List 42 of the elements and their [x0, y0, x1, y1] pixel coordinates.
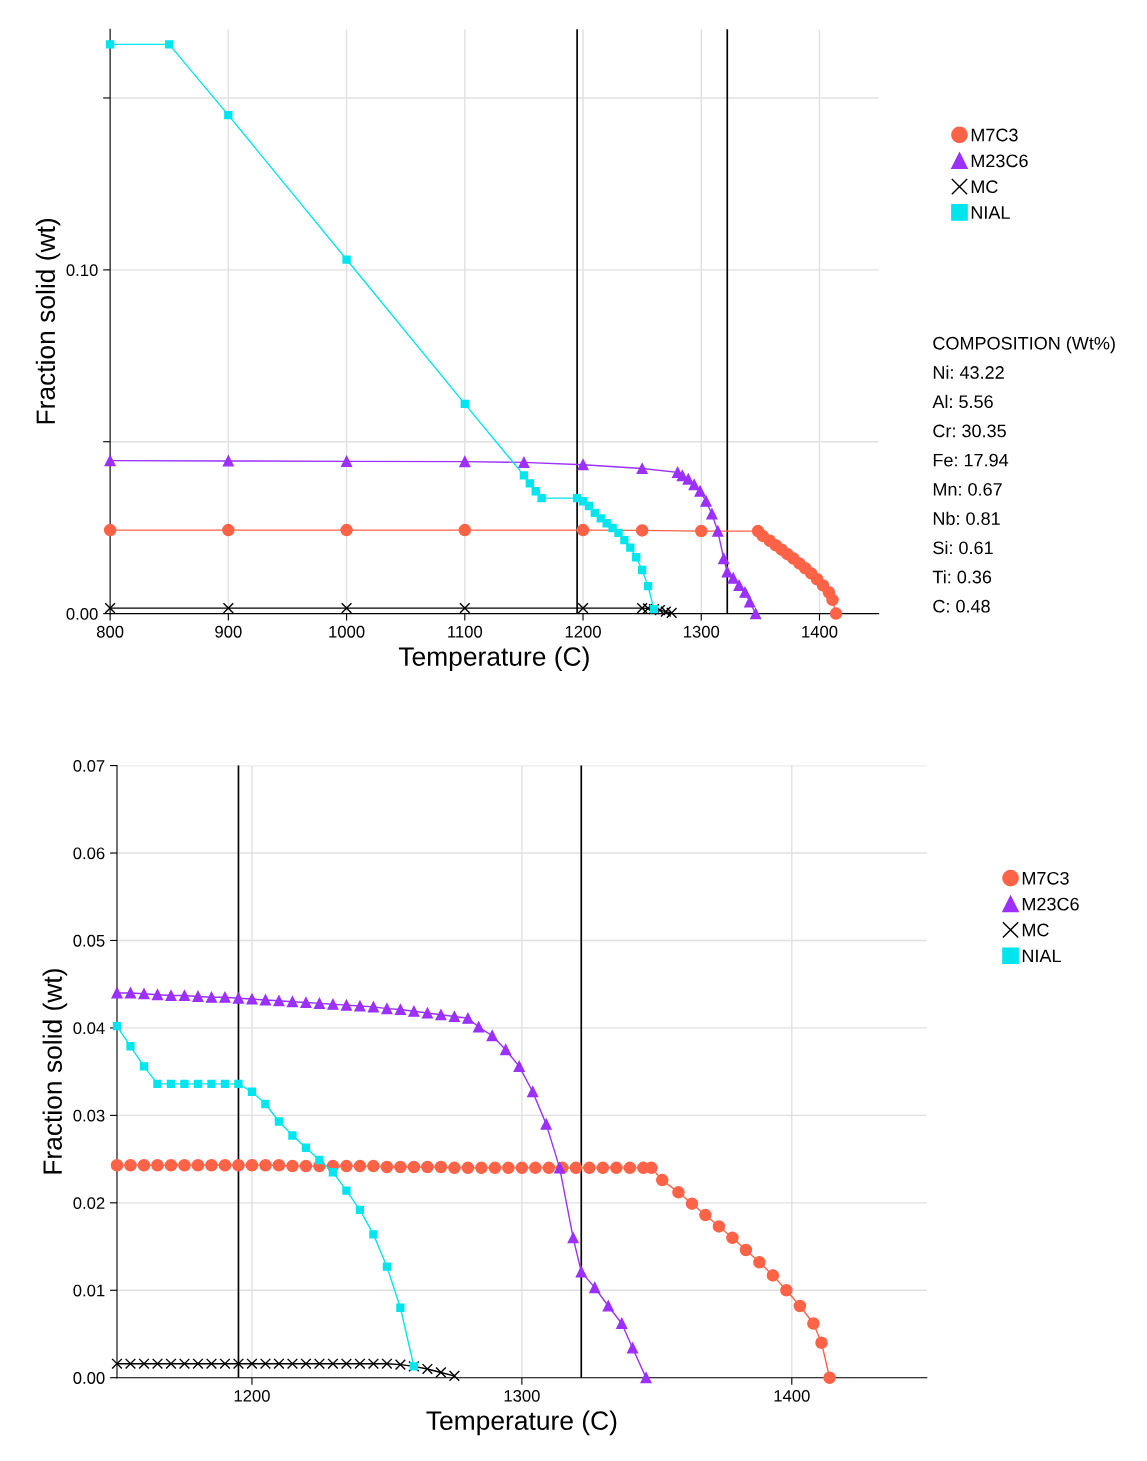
x-tick-label: 1100 [448, 625, 483, 638]
legend-label: M23C6 [1022, 897, 1079, 911]
y-axis-title: Fraction solid (wt) [42, 969, 68, 1174]
x-tick-label: 900 [215, 625, 242, 638]
y-tick-label: 0.02 [73, 1197, 105, 1210]
x-tick-label: 1200 [565, 625, 601, 638]
text: COMPOSITION (Wt%) [933, 336, 1115, 354]
text: Mn: 0.67 [933, 482, 1002, 496]
y-tick-label: 0.07 [73, 759, 105, 772]
x-tick-label: 1400 [774, 1389, 810, 1402]
x-tick-label: 1300 [683, 625, 720, 638]
legend-label: NIAL [1022, 949, 1061, 963]
x-axis-title: Temperature (C) [426, 1410, 617, 1436]
text: Si: 0.61 [933, 540, 993, 555]
y-tick-label: 0.01 [73, 1284, 105, 1297]
y-tick-label: 0.05 [73, 934, 105, 947]
legend-label: M7C3 [1022, 871, 1069, 885]
y-tick-label: 0.00 [73, 1372, 105, 1384]
text: Al: 5.56 [932, 394, 993, 409]
y-tick-label: 0.00 [66, 608, 98, 620]
x-tick-label: 800 [96, 625, 124, 638]
text: C: 0.48 [933, 599, 990, 613]
text: Fe: 17.94 [933, 453, 1009, 467]
x-axis-title: Temperature (C) [398, 646, 589, 672]
x-tick-label: 1200 [234, 1389, 270, 1402]
x-tick-label: 1400 [802, 625, 838, 638]
y-tick-label: 0.04 [73, 1022, 105, 1035]
text: Ti: 0.36 [932, 570, 992, 584]
text: Ni: 43.22 [933, 365, 1004, 379]
legend-label: M7C3 [971, 128, 1018, 142]
legend-label: MC [1022, 923, 1049, 937]
legend-label: NIAL [971, 206, 1010, 219]
y-tick-label: 0.06 [73, 847, 105, 860]
y-tick-label: 0.10 [66, 264, 98, 277]
x-tick-label: 1300 [504, 1389, 540, 1402]
legend-label: M23C6 [971, 154, 1028, 168]
legend-label: MC [971, 180, 998, 194]
x-tick-label: 1000 [329, 625, 365, 638]
text: Cr: 30.35 [933, 424, 1006, 438]
text: Nb: 0.81 [933, 511, 1000, 525]
y-tick-label: 0.03 [73, 1109, 105, 1122]
y-axis-title: Fraction solid (wt) [35, 218, 61, 424]
